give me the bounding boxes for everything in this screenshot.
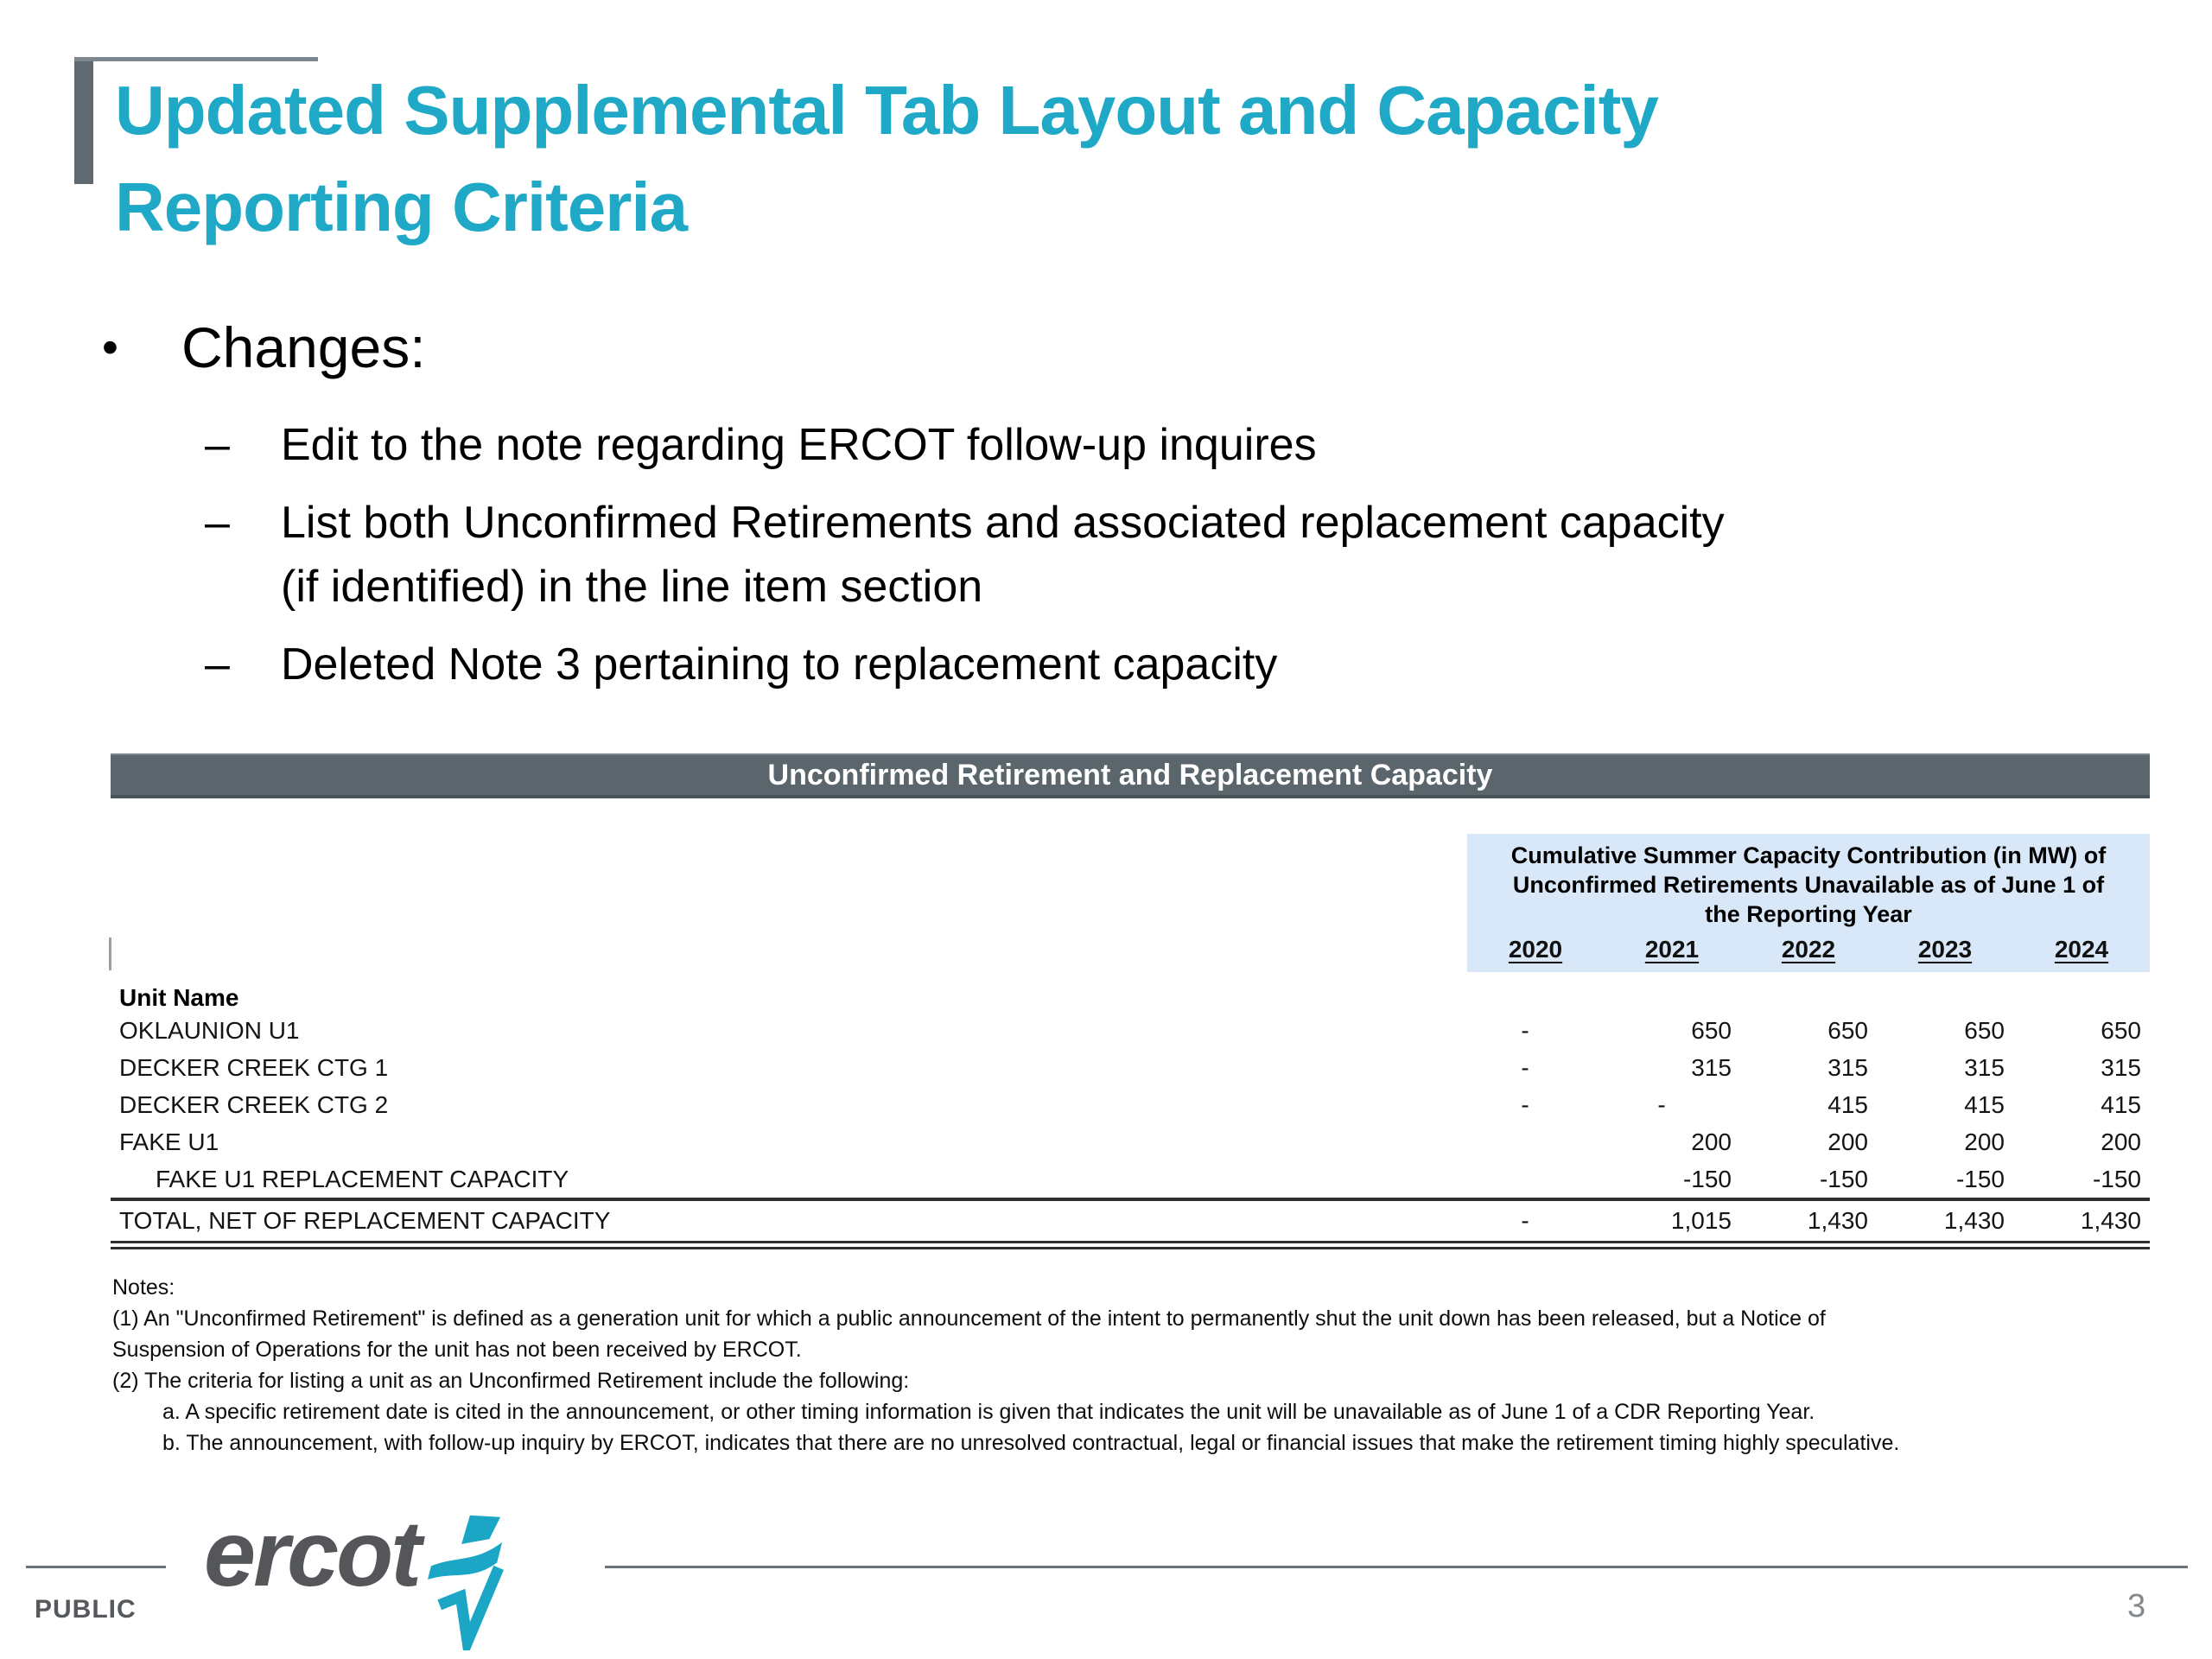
footer-divider-right [605,1566,2188,1568]
note-subline: b. The announcement, with follow-up inqu… [162,1431,1900,1455]
value-cell: - [1521,1090,1529,1118]
year-column-header: 2024 [2054,936,2109,963]
notes-section: Notes: (1) An "Unconfirmed Retirement" i… [112,1272,2162,1459]
table-group-header: Cumulative Summer Capacity Contribution … [1467,834,2150,972]
value-cell: 200 [1964,1128,2005,1155]
value-cell: 415 [2101,1090,2141,1118]
value-cell: 650 [2101,1016,2141,1044]
year-column-header: 2020 [1508,936,1563,963]
value-cell: 650 [1827,1016,1868,1044]
year-column-header: 2022 [1781,936,1836,963]
changes-heading-row: • Changes: [102,313,426,382]
table-row: FAKE U1 REPLACEMENT CAPACITY -150 -150 -… [111,1160,2150,1198]
unit-name: FAKE U1 REPLACEMENT CAPACITY [156,1165,569,1192]
dash-icon: – [205,639,230,690]
dash-icon: – [205,420,230,470]
value-cell: -150 [1682,1165,1732,1192]
value-cell: 650 [1964,1016,2005,1044]
classification-label: PUBLIC [35,1595,137,1624]
value-cell: 415 [1964,1090,2005,1118]
page-number: 3 [2127,1588,2146,1624]
year-column-header: 2023 [1917,936,1973,963]
table-row: DECKER CREEK CTG 1 - 315 315 315 315 [111,1049,2150,1086]
value-cell: 200 [1691,1128,1732,1155]
group-header-line: Unconfirmed Retirements Unavailable as o… [1512,872,2105,898]
value-cell: 200 [1827,1128,1868,1155]
table-header-spacer [111,834,1467,972]
value-cell: 1,430 [2080,1207,2141,1234]
ercot-logo-text: ercot [204,1501,422,1605]
unit-name: OKLAUNION U1 [119,1016,300,1044]
capacity-table: Unconfirmed Retirement and Replacement C… [109,753,2150,1249]
value-cell: - [1521,1016,1529,1044]
value-cell: -150 [1819,1165,1868,1192]
value-cell: - [1657,1090,1666,1118]
title-bracket-horizontal [74,57,318,61]
ercot-logo: ercot [204,1501,505,1650]
value-cell: -150 [1955,1165,2005,1192]
year-column-header: 2021 [1644,936,1700,963]
unit-name-header-row: Unit Name [111,972,2150,1012]
group-header-line: the Reporting Year [1705,901,1912,927]
table-row: FAKE U1 200 200 200 200 [111,1123,2150,1160]
unit-name: DECKER CREEK CTG 1 [119,1053,389,1081]
list-item-text: List both Unconfirmed Retirements and as… [281,498,1725,612]
table-banner: Unconfirmed Retirement and Replacement C… [111,753,2150,798]
table-row: OKLAUNION U1 - 650 650 650 650 [111,1012,2150,1049]
dash-icon: – [205,498,230,548]
value-cell: 315 [2101,1053,2141,1081]
unit-name: DECKER CREEK CTG 2 [119,1090,389,1118]
note-line: (1) An "Unconfirmed Retirement" is defin… [112,1306,1826,1331]
changes-heading: Changes: [181,315,426,379]
table-header-row: Cumulative Summer Capacity Contribution … [111,834,2150,972]
table-row: DECKER CREEK CTG 2 - - 415 415 415 [111,1086,2150,1123]
list-item: – Edit to the note regarding ERCOT follo… [205,413,1750,477]
value-cell: 315 [1964,1053,2005,1081]
note-subline: a. A specific retirement date is cited i… [162,1400,1815,1424]
value-cell: -150 [2092,1165,2141,1192]
value-cell: - [1521,1053,1529,1081]
footer-divider-left [26,1566,166,1568]
note-line: Suspension of Operations for the unit ha… [112,1338,802,1362]
unit-name: FAKE U1 [119,1128,219,1155]
value-cell: 1,430 [1943,1207,2005,1234]
year-header-row: 2020 2021 2022 2023 2024 [1467,936,2150,972]
value-cell: 650 [1691,1016,1732,1044]
value-cell: - [1521,1207,1529,1234]
changes-list: – Edit to the note regarding ERCOT follo… [205,413,1750,710]
value-cell: 200 [2101,1128,2141,1155]
title-bracket-vertical [74,57,93,184]
value-cell: 415 [1827,1090,1868,1118]
notes-label: Notes: [112,1275,175,1300]
value-cell: 1,015 [1670,1207,1732,1234]
lightning-bolt-icon [428,1515,505,1650]
page-title: Updated Supplemental Tab Layout and Capa… [115,72,1659,245]
group-header-line: Cumulative Summer Capacity Contribution … [1510,842,2107,868]
note-line: (2) The criteria for listing a unit as a… [112,1369,910,1393]
bullet-icon: • [102,321,118,373]
value-cell: 315 [1691,1053,1732,1081]
value-cell: 1,430 [1807,1207,1868,1234]
list-item-text: Edit to the note regarding ERCOT follow-… [281,420,1317,470]
total-row-label: TOTAL, NET OF REPLACEMENT CAPACITY [119,1207,611,1234]
list-item: – List both Unconfirmed Retirements and … [205,491,1750,619]
table-total-row: TOTAL, NET OF REPLACEMENT CAPACITY - 1,0… [111,1198,2150,1249]
table-left-tick [109,938,111,970]
unit-name-header: Unit Name [119,984,239,1011]
value-cell: 315 [1827,1053,1868,1081]
list-item-text: Deleted Note 3 pertaining to replacement… [281,639,1278,690]
list-item: – Deleted Note 3 pertaining to replaceme… [205,632,1750,696]
